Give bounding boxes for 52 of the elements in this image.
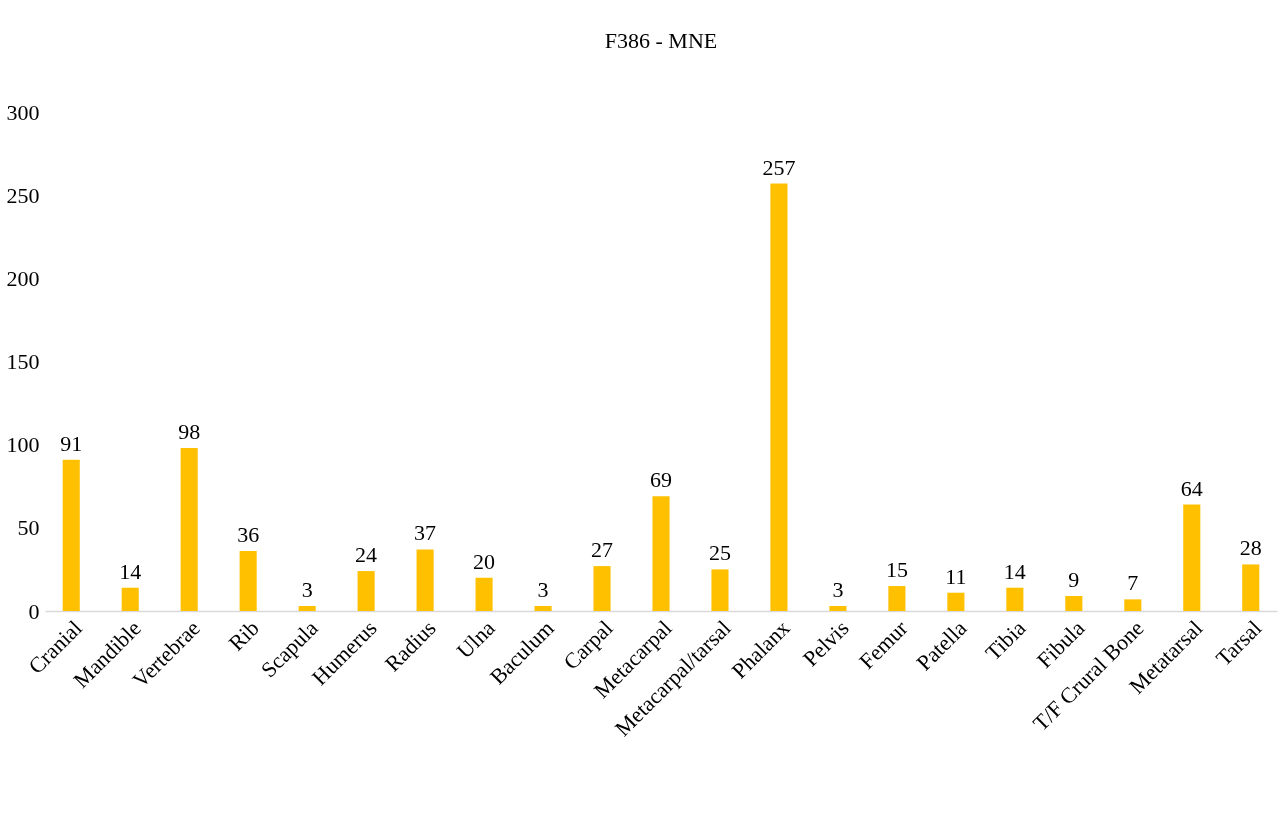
bar [1183,504,1201,611]
bar [770,183,788,611]
chart-title: F386 - MNE [604,28,718,53]
bar [711,569,729,611]
bar [652,496,670,611]
bar [888,586,906,611]
data-label: 91 [60,430,83,456]
bar [1006,587,1024,611]
bar [1242,564,1260,611]
data-label: 257 [762,154,796,180]
bar [947,592,965,611]
data-label: 36 [237,522,260,548]
bar [534,606,552,611]
bar [62,459,80,611]
data-label: 3 [832,577,844,603]
y-tick-label: 300 [6,99,40,125]
y-tick-label: 0 [28,598,40,624]
bar [1124,599,1142,611]
data-label: 25 [708,540,731,566]
y-tick-label: 50 [17,515,40,541]
data-label: 9 [1068,567,1080,593]
data-label: 14 [1003,558,1026,584]
bar [239,551,257,611]
data-label: 14 [119,558,142,584]
data-label: 28 [1239,535,1262,561]
data-label: 98 [178,418,201,444]
data-label: 3 [537,577,549,603]
data-label: 11 [945,563,967,589]
data-label: 15 [885,557,908,583]
data-label: 64 [1180,475,1203,501]
data-label: 37 [414,520,437,546]
bar [1065,596,1083,611]
data-label: 69 [650,467,672,493]
y-tick-label: 200 [6,265,40,291]
bar [416,549,434,611]
y-tick-label: 150 [6,349,40,374]
data-label: 24 [355,542,378,568]
data-label: 7 [1127,570,1139,596]
bar [357,571,375,611]
bar [829,606,847,611]
data-label: 20 [473,548,496,574]
y-tick-label: 250 [6,182,40,208]
bar [121,587,139,611]
x-tick-label: Tibia [980,615,1031,666]
data-label: 27 [591,537,614,563]
bar [298,606,316,611]
bar [593,566,611,611]
bar [180,447,198,611]
x-tick-label: Rib [223,615,264,656]
y-tick-label: 100 [6,432,40,458]
bar [475,577,493,611]
data-label: 3 [301,577,313,603]
